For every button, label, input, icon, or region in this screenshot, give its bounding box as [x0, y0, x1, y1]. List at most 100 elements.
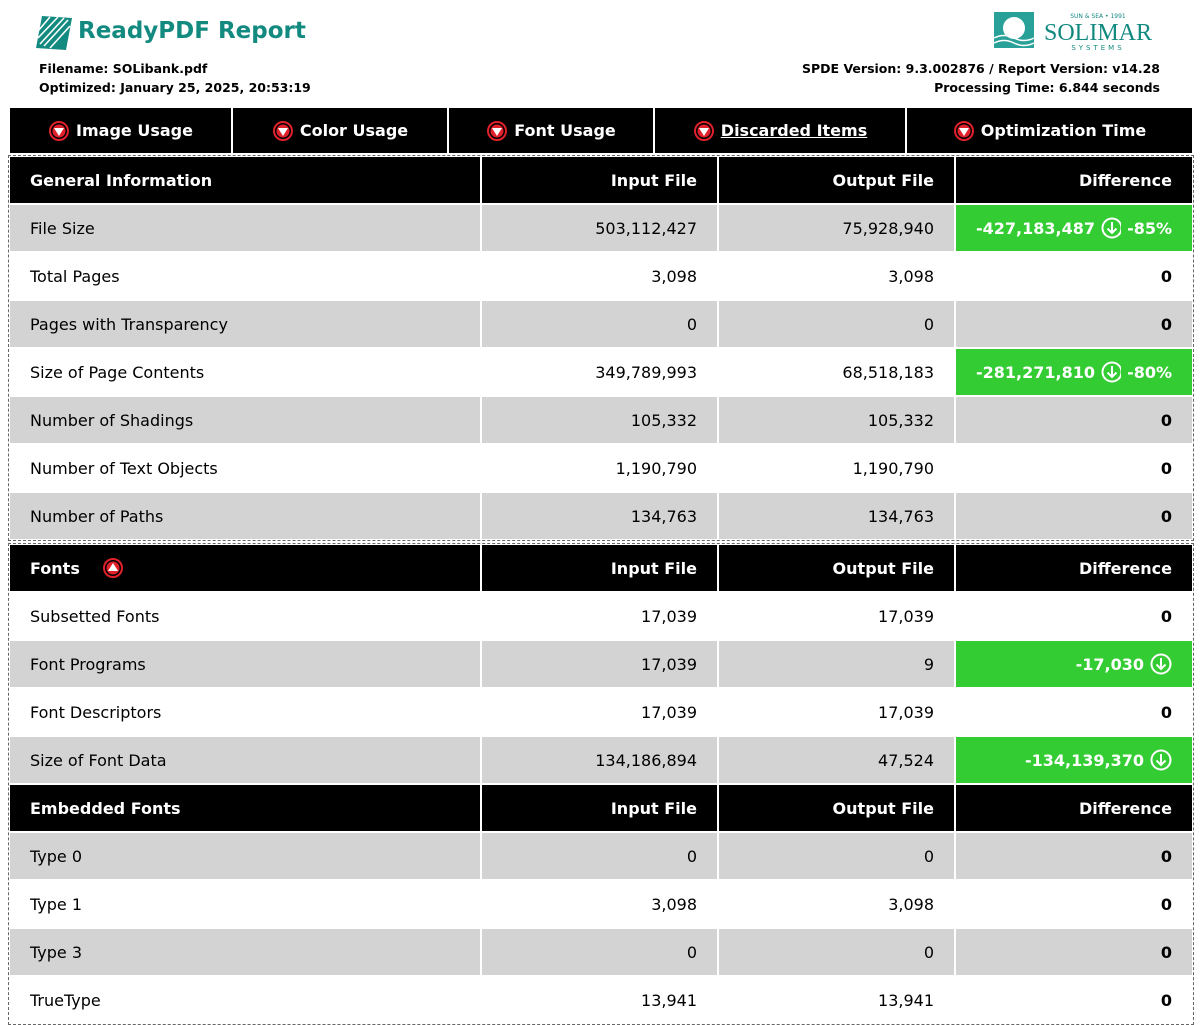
difference: 0 [956, 301, 1192, 347]
column-header: Output File [719, 157, 954, 203]
output-value: 3,098 [719, 253, 954, 299]
row-label: Type 1 [10, 881, 480, 927]
table-row: Pages with Transparency 0 0 0 [10, 301, 1192, 347]
up-icon [102, 558, 123, 578]
difference: 0 [956, 929, 1192, 975]
input-value: 503,112,427 [482, 205, 717, 251]
nav-item[interactable]: Discarded Items [655, 108, 907, 153]
column-header: Output File [719, 785, 954, 831]
nav-label: Font Usage [514, 121, 616, 140]
input-value: 3,098 [482, 881, 717, 927]
input-value: 17,039 [482, 593, 717, 639]
nav-item[interactable]: Optimization Time [907, 108, 1192, 153]
output-value: 0 [719, 833, 954, 879]
table-header: General Information Input File Output File… [10, 157, 1192, 203]
input-value: 349,789,993 [482, 349, 717, 395]
difference: 0 [956, 689, 1192, 735]
processing-time: Processing Time: 6.844 seconds [934, 80, 1160, 95]
table-row: Type 1 3,098 3,098 0 [10, 881, 1192, 927]
column-header: Output File [719, 545, 954, 591]
down-icon [693, 120, 714, 141]
section-title: Embedded Fonts [10, 785, 480, 831]
difference-value: 0 [1160, 702, 1172, 722]
table-header: Embedded Fonts Input File Output File Diffe… [10, 785, 1192, 831]
output-value: 0 [719, 929, 954, 975]
input-value: 0 [482, 301, 717, 347]
section-title-text: Embedded Fonts [30, 798, 181, 818]
difference: 0 [956, 493, 1192, 539]
version: SPDE Version: 9.3.002876 / Report Versio… [802, 61, 1160, 76]
row-label: File Size [10, 205, 480, 251]
down-icon [272, 120, 293, 141]
output-value: 13,941 [719, 977, 954, 1023]
difference: -281,271,810 -80% [956, 349, 1192, 395]
down-icon [953, 120, 974, 141]
nav-label: Color Usage [299, 121, 409, 140]
down-arrow-icon [1101, 361, 1122, 383]
nav-item[interactable]: Font Usage [449, 108, 655, 153]
difference-value: 0 [1160, 990, 1172, 1010]
logo-name: SOLIMAR [1044, 20, 1152, 46]
table-row: Number of Shadings 105,332 105,332 0 [10, 397, 1192, 443]
column-header: Input File [482, 785, 717, 831]
output-value: 0 [719, 301, 954, 347]
table-row: File Size 503,112,427 75,928,940 -427,183,4… [10, 205, 1192, 251]
difference: 0 [956, 253, 1192, 299]
difference-value: 0 [1160, 314, 1172, 334]
difference-percent: -85% [1127, 218, 1172, 238]
down-arrow-icon [1101, 217, 1122, 239]
nav-item[interactable]: Image Usage [10, 108, 233, 153]
table-group: General Information Input File Output File… [8, 155, 1194, 541]
input-value: 105,332 [482, 397, 717, 443]
section-title: General Information [10, 157, 480, 203]
difference: 0 [956, 881, 1192, 927]
section-title-text: Fonts [30, 558, 80, 578]
report-title: ReadyPDF Report [78, 18, 306, 44]
column-header: Difference [956, 545, 1192, 591]
nav-bar: Image Usage Color Usage Font Usage Discarde… [10, 108, 1192, 153]
table-header: Fonts Input File Output File Difference [10, 545, 1192, 591]
row-label: Total Pages [10, 253, 480, 299]
input-value: 0 [482, 833, 717, 879]
nav-label: Discarded Items [720, 121, 868, 140]
section-title-text: General Information [30, 170, 213, 190]
output-value: 17,039 [719, 593, 954, 639]
row-label: Font Programs [10, 641, 480, 687]
row-label: Subsetted Fonts [10, 593, 480, 639]
difference-value: -427,183,487 [976, 218, 1095, 238]
logo-tagline: SUN & SEA • 1991 [1070, 13, 1126, 20]
row-label: Type 0 [10, 833, 480, 879]
input-value: 134,763 [482, 493, 717, 539]
difference-value: 0 [1160, 458, 1172, 478]
difference-value: 0 [1160, 606, 1172, 626]
row-label: Number of Shadings [10, 397, 480, 443]
input-value: 13,941 [482, 977, 717, 1023]
nav-item[interactable]: Color Usage [233, 108, 449, 153]
row-label: TrueType [10, 977, 480, 1023]
output-value: 9 [719, 641, 954, 687]
input-value: 17,039 [482, 641, 717, 687]
difference-value: -134,139,370 [1025, 750, 1144, 770]
table-row: Font Programs 17,039 9 -17,030 [10, 641, 1192, 687]
difference: 0 [956, 593, 1192, 639]
nav-label: Optimization Time [980, 121, 1147, 140]
table-row: TrueType 13,941 13,941 0 [10, 977, 1192, 1023]
nav-label: Image Usage [76, 121, 193, 140]
output-value: 105,332 [719, 397, 954, 443]
row-label: Size of Page Contents [10, 349, 480, 395]
row-label: Type 3 [10, 929, 480, 975]
input-value: 17,039 [482, 689, 717, 735]
column-header: Input File [482, 157, 717, 203]
output-value: 75,928,940 [719, 205, 954, 251]
difference: 0 [956, 397, 1192, 443]
difference-value: -17,030 [1075, 654, 1144, 674]
table-row: Number of Paths 134,763 134,763 0 [10, 493, 1192, 539]
output-value: 1,190,790 [719, 445, 954, 491]
output-value: 134,763 [719, 493, 954, 539]
table-row: Size of Font Data 134,186,894 47,524 -134,1… [10, 737, 1192, 783]
row-label: Font Descriptors [10, 689, 480, 735]
input-value: 134,186,894 [482, 737, 717, 783]
difference: -427,183,487 -85% [956, 205, 1192, 251]
output-value: 68,518,183 [719, 349, 954, 395]
